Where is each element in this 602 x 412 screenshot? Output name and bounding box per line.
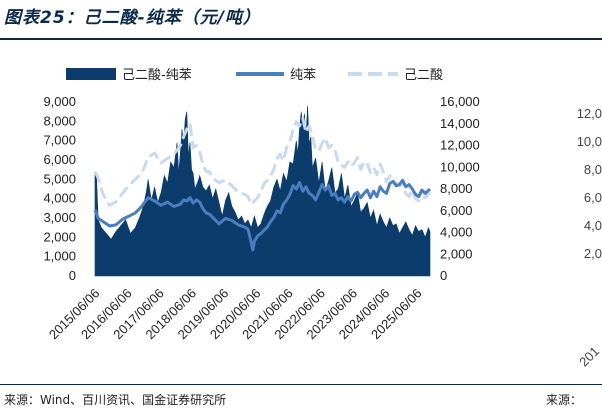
plot-area — [93, 105, 432, 277]
legend-label-benzene: 纯苯 — [290, 68, 316, 83]
title-divider — [0, 38, 602, 40]
right-tick-label: 4,000 — [440, 225, 473, 240]
left-tick-label: 9,000 — [43, 94, 76, 109]
legend-label-spread: 己二酸-纯苯 — [122, 68, 192, 83]
series-line-adipic — [93, 116, 432, 207]
left-tick-label: 8,000 — [43, 113, 76, 128]
ghost-tick-label: 4,0 — [584, 218, 602, 233]
left-tick-label: 3,000 — [43, 210, 76, 225]
right-tick-label: 8,000 — [440, 181, 473, 196]
source-note-right: 来源： — [546, 393, 583, 407]
ghost-tick-label: 6,0 — [584, 190, 602, 205]
right-tick-label: 12,000 — [440, 138, 480, 153]
left-tick-label: 1,000 — [43, 249, 76, 264]
right-tick-label: 0 — [440, 268, 447, 283]
ghost-tick-label: 2,0 — [584, 246, 602, 261]
right-tick-label: 10,000 — [440, 159, 480, 174]
left-tick-label: 4,000 — [43, 191, 76, 206]
series-area-spread — [94, 105, 431, 277]
chart-canvas: 己二酸-纯苯 纯苯 己二酸 0 1,000 2,000 3,000 4,000 5,000… — [43, 68, 602, 369]
ghost-tick-label: 8,0 — [584, 162, 602, 177]
right-tick-label: 6,000 — [440, 203, 473, 218]
legend-swatch-spread — [66, 68, 116, 80]
ghost-tick-label: 12,0 — [577, 106, 602, 121]
x-axis: 2015/06/062016/06/062017/06/062018/06/06… — [46, 286, 425, 343]
source-note: 来源：Wind、百川资讯、国金证券研究所 — [4, 393, 227, 407]
left-axis: 0 1,000 2,000 3,000 4,000 5,000 6,000 7,000 8,00… — [43, 94, 76, 283]
left-tick-label: 5,000 — [43, 171, 76, 186]
series-line-benzene — [93, 178, 432, 252]
left-tick-label: 6,000 — [43, 152, 76, 167]
ghost-chart: 12,0 10,0 8,0 6,0 4,0 2,0 201 — [576, 106, 602, 369]
left-tick-label: 0 — [69, 268, 76, 283]
ghost-tick-label: 10,0 — [577, 134, 602, 149]
right-tick-label: 14,000 — [440, 116, 480, 131]
footer-divider — [0, 384, 602, 385]
chart-title: 图表25：己二酸-纯苯（元/吨） — [4, 8, 261, 28]
left-tick-label: 7,000 — [43, 133, 76, 148]
ghost-x-label: 201 — [576, 344, 602, 370]
right-tick-label: 16,000 — [440, 94, 480, 109]
right-tick-label: 2,000 — [440, 246, 473, 261]
left-tick-label: 2,000 — [43, 229, 76, 244]
legend: 己二酸-纯苯 纯苯 己二酸 — [66, 68, 443, 83]
legend-label-adipic: 己二酸 — [404, 68, 443, 83]
right-axis: 0 2,000 4,000 6,000 8,000 10,000 12,000 14,000 1… — [440, 94, 480, 283]
